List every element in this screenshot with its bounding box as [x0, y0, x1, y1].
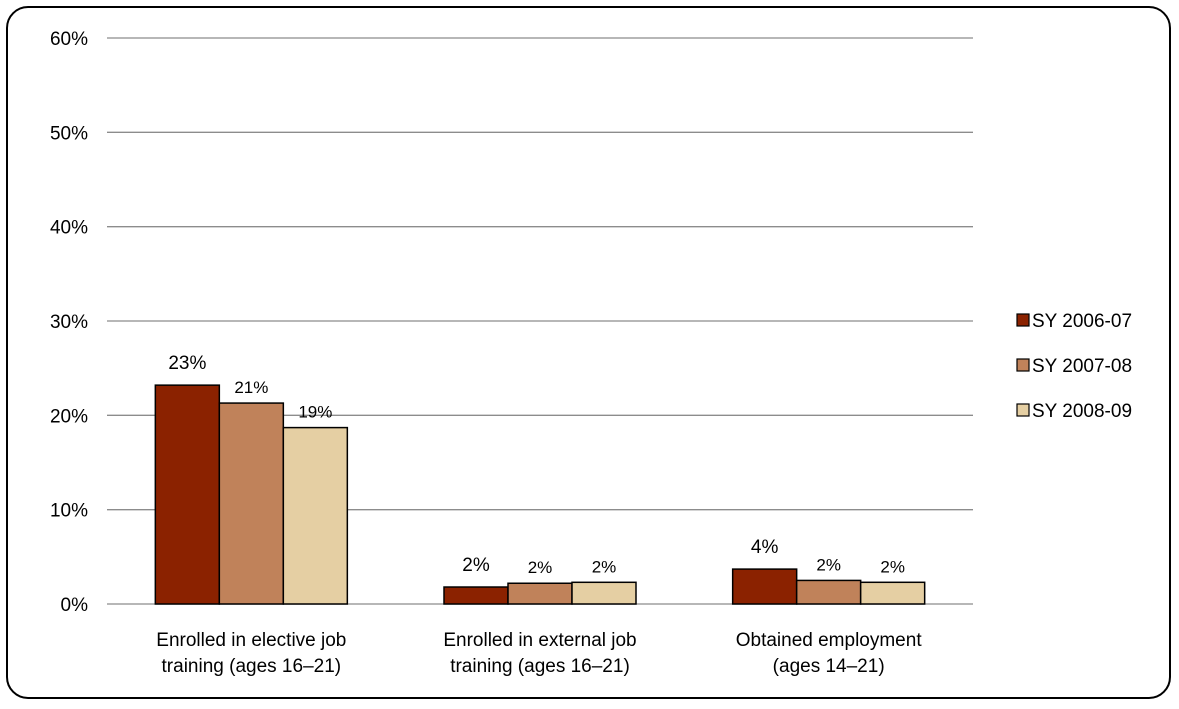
data-label: 2%	[816, 555, 841, 574]
legend-label: SY 2008-09	[1032, 401, 1132, 422]
data-label: 19%	[298, 403, 332, 422]
data-labels: 23% 21% 19% 2% 2% 2% 4% 2% 2%	[168, 353, 905, 577]
bar	[507, 582, 573, 605]
y-axis-ticks: 0% 10% 20% 30% 40% 50% 60%	[50, 29, 88, 616]
legend-swatch	[1016, 403, 1030, 417]
category-label: Obtained employment	[736, 630, 923, 651]
data-label: 23%	[168, 353, 206, 374]
data-label: 2%	[592, 557, 617, 576]
data-label: 2%	[462, 555, 490, 576]
bar	[731, 568, 798, 605]
category-label: training (ages 16–21)	[450, 656, 630, 677]
y-tick-label: 30%	[50, 312, 88, 333]
legend-label: SY 2007-08	[1032, 356, 1132, 377]
x-axis-categories: Enrolled in elective job training (ages 1…	[156, 630, 922, 677]
y-tick-label: 60%	[50, 29, 88, 50]
y-tick-label: 10%	[50, 501, 88, 522]
y-tick-label: 50%	[50, 123, 88, 144]
y-tick-label: 40%	[50, 218, 88, 239]
legend: SY 2006-07 SY 2007-08 SY 2008-09	[1016, 311, 1132, 422]
bars	[154, 384, 926, 605]
data-label: 4%	[751, 537, 779, 558]
legend-swatch	[1016, 313, 1030, 327]
category-label: Enrolled in external job	[443, 630, 636, 651]
bar	[218, 402, 285, 605]
bar	[443, 586, 509, 605]
y-tick-label: 20%	[50, 406, 88, 427]
category-label: (ages 14–21)	[773, 656, 885, 677]
legend-swatch	[1016, 358, 1030, 372]
category-label: training (ages 16–21)	[162, 656, 342, 677]
bar	[859, 581, 926, 605]
y-tick-label: 0%	[61, 595, 89, 616]
bar	[154, 384, 221, 605]
bar	[282, 426, 349, 605]
bar	[571, 581, 637, 605]
data-label: 2%	[528, 558, 553, 577]
legend-label: SY 2006-07	[1032, 311, 1132, 332]
category-label: Enrolled in elective job	[156, 630, 346, 651]
bar	[795, 579, 862, 605]
data-label: 2%	[880, 557, 905, 576]
data-label: 21%	[234, 378, 268, 397]
